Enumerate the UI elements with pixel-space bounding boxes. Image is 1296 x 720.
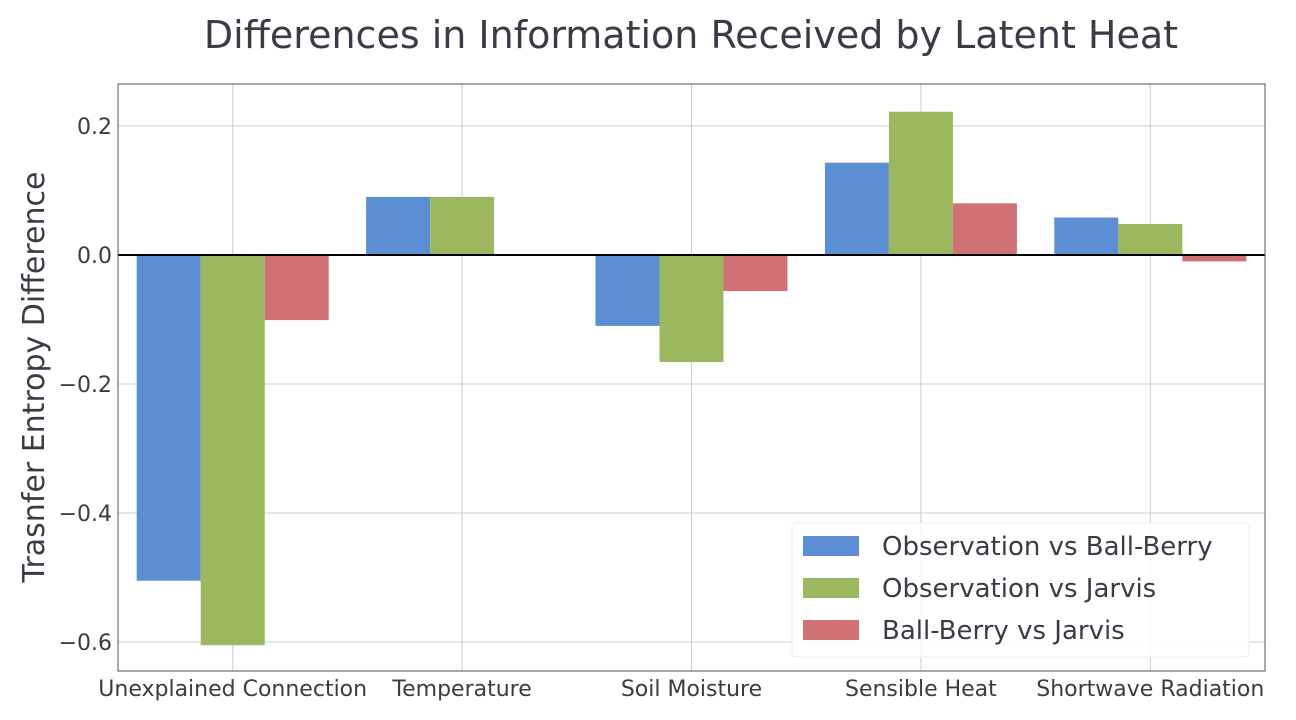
bar	[200, 254, 265, 646]
y-ticks: 0.2 0.0 −0.2 −0.4 −0.6	[59, 115, 112, 656]
legend-box	[791, 522, 1250, 658]
legend: Observation vs Ball-Berry Observation vs …	[791, 522, 1250, 658]
legend-label: Observation vs Jarvis	[882, 574, 1156, 604]
y-tick-label: 0.2	[77, 115, 112, 140]
legend-label: Observation vs Ball-Berry	[882, 532, 1213, 562]
bar	[659, 254, 724, 363]
bar	[1054, 217, 1119, 255]
bar	[136, 254, 201, 581]
x-tick-label: Unexplained Connection	[98, 677, 367, 702]
bar	[366, 196, 431, 255]
bar	[1182, 254, 1247, 262]
plot-frame	[117, 83, 1266, 672]
legend-swatch	[803, 536, 859, 556]
x-tick-label: Temperature	[391, 677, 531, 702]
bar	[1118, 223, 1183, 255]
bars	[136, 111, 1247, 646]
bar	[264, 254, 329, 321]
x-tick-label: Sensible Heat	[845, 677, 997, 702]
bar	[952, 203, 1017, 255]
bar	[595, 254, 660, 326]
x-ticks: Unexplained Connection Temperature Soil Mo…	[98, 677, 1264, 702]
x-tick-label: Shortwave Radiation	[1036, 677, 1264, 702]
y-tick-label: 0.0	[77, 244, 112, 269]
bar	[430, 196, 495, 255]
y-tick-label: −0.2	[59, 373, 112, 398]
y-tick-label: −0.4	[59, 502, 112, 527]
y-axis-label: Trasnfer Entropy Difference	[17, 172, 52, 584]
y-tick-label: −0.6	[59, 631, 112, 656]
bar	[824, 162, 889, 255]
legend-swatch	[803, 578, 859, 598]
chart-title: Differences in Information Received by L…	[204, 13, 1178, 57]
legend-label: Ball-Berry vs Jarvis	[882, 616, 1125, 646]
bar	[723, 254, 788, 292]
bar	[888, 111, 953, 255]
x-tick-label: Soil Moisture	[621, 677, 762, 702]
legend-swatch	[803, 620, 859, 640]
